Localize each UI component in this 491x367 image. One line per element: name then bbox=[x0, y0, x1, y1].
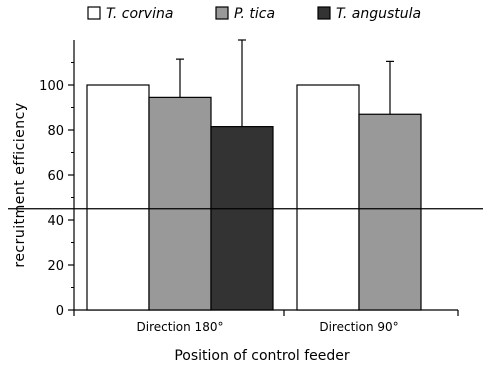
y-tick-label: 0 bbox=[56, 304, 64, 319]
category-label: Direction 90° bbox=[319, 320, 398, 334]
category-label: Direction 180° bbox=[137, 320, 224, 334]
legend-swatch bbox=[317, 6, 331, 20]
y-tick-label: 40 bbox=[47, 214, 64, 229]
legend: T. corvina P. tica T. angustula bbox=[87, 6, 421, 22]
bar-t-corvina bbox=[86, 84, 150, 311]
y-tick-label: 60 bbox=[47, 169, 64, 184]
bar-t-angustula bbox=[210, 126, 274, 311]
legend-swatch bbox=[87, 6, 101, 20]
y-axis-label: recruitment efficiency bbox=[12, 102, 28, 267]
x-axis-label: Position of control feeder bbox=[174, 348, 350, 364]
bar-p-tica bbox=[358, 113, 422, 311]
legend-swatch bbox=[215, 6, 229, 20]
bar-p-tica bbox=[148, 96, 212, 311]
y-tick-label: 20 bbox=[47, 259, 64, 274]
y-tick-label: 80 bbox=[47, 124, 64, 139]
legend-label: T. angustula bbox=[336, 6, 421, 22]
y-tick-label: 100 bbox=[39, 79, 64, 94]
plot-area: 0 20 40 60 80 100 Direction 180° Direction 90° bbox=[8, 39, 483, 334]
legend-label: T. corvina bbox=[106, 6, 173, 22]
legend-label: P. tica bbox=[234, 6, 275, 22]
bar-t-corvina bbox=[296, 84, 360, 311]
